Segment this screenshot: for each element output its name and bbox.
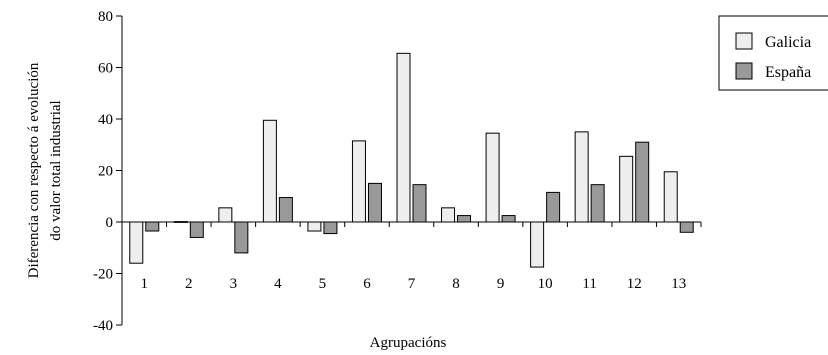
bar-espana	[501, 215, 516, 223]
x-tick-label: 8	[452, 276, 460, 292]
bar-espana	[457, 215, 472, 223]
bar-galicia	[129, 221, 144, 264]
x-axis-title: Agrupacións	[370, 335, 447, 351]
y-tick-label: 80	[98, 9, 113, 25]
legend-swatch	[735, 32, 753, 50]
bar-espana	[145, 221, 160, 232]
y-tick-label: 20	[98, 164, 113, 180]
x-tick-label: 9	[497, 276, 505, 292]
bar-galicia	[351, 140, 366, 223]
bar-galicia	[441, 207, 456, 223]
y-tick-label: 0	[106, 215, 114, 231]
x-tick-label: 2	[185, 276, 193, 292]
bar-galicia	[485, 132, 500, 223]
bar-espana	[323, 221, 338, 235]
legend: Galicia España	[718, 15, 828, 91]
y-axis: 80 60 40 20 0 -20 -40	[93, 9, 702, 334]
y-axis-title-line: Diferencia con respecto á evolución	[26, 62, 42, 278]
y-tick-label: -40	[93, 318, 113, 334]
bar-espana	[590, 184, 605, 223]
bar-galicia	[262, 119, 277, 223]
x-tick-label: 11	[582, 276, 596, 292]
y-tick-label: 60	[98, 61, 113, 77]
x-tick-label: 7	[408, 276, 416, 292]
bars	[129, 52, 694, 268]
bar-espana	[412, 184, 427, 223]
bar-espana	[367, 182, 382, 223]
y-tick-label: 40	[98, 112, 113, 128]
x-tick-label: 4	[274, 276, 282, 292]
bar-galicia	[530, 221, 545, 268]
bar-galicia	[218, 207, 233, 223]
x-tick-labels: 1 2 3 4 5 6 7 8 9 10 11 12 13	[141, 276, 687, 292]
y-tick-label: -20	[93, 267, 113, 283]
bar-espana	[679, 221, 694, 233]
y-axis-title-line: do valor total industrial	[48, 100, 64, 240]
x-tick-label: 6	[363, 276, 371, 292]
legend-label: Galicia	[765, 34, 811, 51]
bar-espana	[635, 141, 650, 223]
bar-galicia	[173, 221, 188, 223]
bar-espana	[278, 197, 293, 223]
bar-espana	[546, 191, 561, 223]
bar-espana	[189, 221, 204, 238]
x-tick-label: 13	[671, 276, 686, 292]
x-tick-label: 12	[627, 276, 642, 292]
legend-swatch	[735, 62, 753, 80]
y-axis-title: Diferencia con respecto á evolución do va…	[26, 62, 64, 278]
x-tick-label: 3	[230, 276, 238, 292]
bar-galicia	[663, 171, 678, 223]
bar-galicia	[619, 155, 634, 223]
legend-label: España	[765, 64, 811, 81]
bar-galicia	[307, 221, 322, 232]
bar-galicia	[396, 52, 411, 223]
x-tick-label: 1	[141, 276, 149, 292]
x-tick-label: 10	[538, 276, 553, 292]
x-tick-label: 5	[319, 276, 327, 292]
bar-espana	[234, 221, 249, 254]
bar-galicia	[574, 131, 589, 223]
